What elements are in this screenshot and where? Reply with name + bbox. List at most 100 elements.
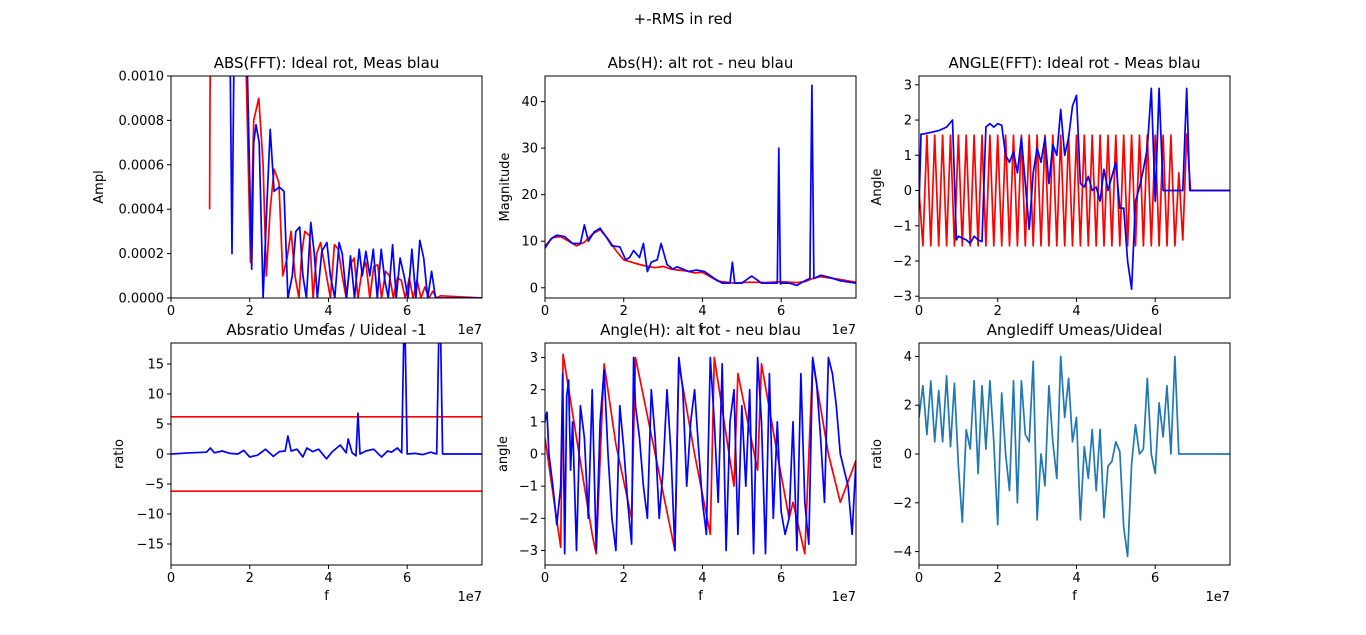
x-tick-label: 6: [403, 571, 411, 586]
y-tick-label: 0.0002: [119, 247, 165, 262]
axes-frame: [918, 75, 1231, 299]
plot-area: [545, 76, 856, 298]
y-tick-label: −15: [137, 538, 164, 553]
y-tick-label: 3: [530, 351, 538, 366]
x-tick-label: 6: [777, 571, 785, 586]
x-tick-label: 4: [698, 571, 706, 586]
y-tick-label: 0.0004: [119, 203, 165, 218]
x-axis-label: f: [324, 589, 329, 604]
y-tick-label: 0: [904, 184, 912, 199]
y-tick-label: 15: [147, 358, 164, 373]
subplot-angle-h: 0 2 4 6 −3 −2 −1 0 1 2 3 Angle(H): alt rot - neu bl…: [496, 321, 857, 605]
y-tick-label: 3: [904, 78, 912, 93]
x-axis-label: f: [698, 322, 703, 337]
y-tick-label: 0.0006: [119, 158, 165, 173]
y-tick-label: −2: [893, 496, 912, 511]
x-tick-label: 0: [541, 571, 549, 586]
y-tick-label: 10: [147, 388, 164, 403]
y-tick-label: 0: [530, 281, 538, 296]
series-line-blue-1: [919, 87, 1230, 291]
x-tick-label: 0: [915, 571, 923, 586]
x-tick-label: 0: [167, 571, 175, 586]
subplot-anglediff: 0 2 4 6 −4 −2 0 2 4 Anglediff Umeas/Uideal f ratio 1…: [870, 321, 1231, 605]
y-tick-label: −3: [519, 544, 538, 559]
y-tick-label: −5: [145, 478, 164, 493]
x-tick-label: 4: [324, 571, 332, 586]
x-tick-label: 2: [246, 304, 254, 319]
x-tick-label: 6: [1151, 571, 1159, 586]
subplot-title: ABS(FFT): Ideal rot, Meas blau: [214, 54, 440, 72]
y-tick-label: −10: [137, 508, 164, 523]
x-tick-label: 2: [246, 571, 254, 586]
y-tick-label: 30: [521, 142, 538, 157]
x-tick-label: 6: [1151, 304, 1159, 319]
x-tick-label: 4: [324, 304, 332, 319]
x-offset-label: 1e7: [457, 590, 482, 605]
x-axis-label: f: [1072, 589, 1077, 604]
y-tick-label: 10: [521, 235, 538, 250]
subplot-absratio: 0 2 4 6 −15 −10 −5 0 5 10 15 Absratio Umeas / Uidea…: [112, 321, 483, 605]
plot-lines: [171, 343, 482, 493]
y-axis-label: ratio: [870, 439, 885, 469]
y-tick-label: 0.0008: [119, 114, 165, 129]
x-tick-label: 0: [541, 304, 549, 319]
x-tick-label: 0: [915, 304, 923, 319]
x-tick-label: 2: [620, 304, 628, 319]
y-tick-label: 0: [904, 448, 912, 463]
y-axis-label: Ampl: [92, 170, 107, 203]
y-tick-label: 2: [530, 383, 538, 398]
y-tick-label: −2: [519, 512, 538, 527]
subplot-title: Anglediff Umeas/Uideal: [987, 321, 1163, 339]
subplot-angle-fft: 0 2 4 6 −3 −2 −1 0 1 2 3 ANGLE(FFT): Ideal rot - Me…: [870, 54, 1231, 319]
series-line-blue-1: [545, 84, 856, 287]
y-tick-label: 40: [521, 95, 538, 110]
plot-area: [171, 76, 482, 298]
x-axis-label: f: [698, 589, 703, 604]
subplot-title: Absratio Umeas / Uideal -1: [226, 321, 426, 339]
y-tick-label: 2: [904, 114, 912, 129]
axes-frame: [544, 75, 857, 299]
y-tick-label: 0.0010: [119, 70, 165, 85]
y-tick-label: 1: [904, 149, 912, 164]
y-tick-label: 1: [530, 415, 538, 430]
subplot-title: Abs(H): alt rot - neu blau: [608, 54, 794, 72]
plot-lines: [919, 87, 1230, 291]
x-offset-label: 1e7: [457, 323, 482, 338]
y-tick-label: −3: [893, 290, 912, 305]
series-line-red-0: [208, 76, 482, 298]
y-tick-label: 4: [904, 350, 912, 365]
y-tick-label: 0: [530, 448, 538, 463]
series-line-blue-1: [545, 356, 856, 555]
subplot-abs-h: 0 2 4 6 0 10 20 30 40 Abs(H): alt rot - neu blau f…: [498, 54, 857, 338]
x-tick-label: 0: [167, 304, 175, 319]
y-tick-label: −1: [519, 480, 538, 495]
y-axis-label: Angle: [870, 169, 885, 206]
y-tick-label: −4: [893, 545, 912, 560]
subplot-title: Angle(H): alt rot - neu blau: [600, 321, 801, 339]
y-axis-label: Magnitude: [498, 153, 513, 222]
x-offset-label: 1e7: [1205, 590, 1230, 605]
subplot-title: ANGLE(FFT): Ideal rot - Meas blau: [948, 54, 1200, 72]
figure-suptitle: +-RMS in red: [634, 10, 733, 28]
x-axis-label: f: [324, 322, 329, 337]
y-axis-label: ratio: [112, 439, 127, 469]
x-tick-label: 4: [1072, 571, 1080, 586]
x-tick-label: 2: [994, 304, 1002, 319]
y-tick-label: 0: [156, 448, 164, 463]
x-offset-label: 1e7: [831, 323, 856, 338]
axes-frame: [170, 75, 483, 299]
y-axis-label: angle: [496, 436, 511, 472]
x-tick-label: 6: [403, 304, 411, 319]
y-tick-label: 5: [156, 418, 164, 433]
series-line-default-0: [919, 355, 1230, 558]
y-tick-label: 0.0000: [119, 292, 165, 307]
plot-lines: [545, 353, 856, 555]
y-tick-label: 2: [904, 399, 912, 414]
x-tick-label: 4: [1072, 304, 1080, 319]
y-tick-label: 20: [521, 188, 538, 203]
plot-area: [171, 343, 482, 565]
x-tick-label: 2: [620, 571, 628, 586]
x-offset-label: 1e7: [831, 590, 856, 605]
plot-lines: [208, 76, 482, 298]
